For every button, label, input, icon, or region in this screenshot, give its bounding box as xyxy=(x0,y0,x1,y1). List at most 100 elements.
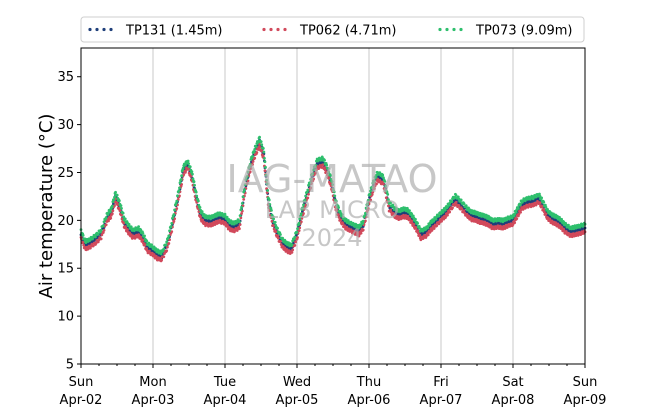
data-point xyxy=(492,227,496,231)
data-point xyxy=(264,165,267,169)
data-point xyxy=(108,210,112,214)
data-point xyxy=(418,233,422,237)
data-point xyxy=(272,217,275,221)
data-point xyxy=(240,212,243,215)
legend-marker xyxy=(452,27,456,32)
data-point xyxy=(190,170,194,174)
data-point xyxy=(303,205,307,209)
data-point xyxy=(115,193,119,197)
data-point xyxy=(330,180,334,184)
data-point xyxy=(254,145,258,149)
data-point xyxy=(293,243,297,247)
data-point xyxy=(126,228,129,232)
data-point xyxy=(99,237,103,241)
data-point xyxy=(184,163,187,167)
series-2 xyxy=(79,135,587,256)
data-point xyxy=(238,227,241,231)
watermark-line-1: IAG-MATAO xyxy=(226,157,437,201)
data-point xyxy=(102,220,106,224)
data-point xyxy=(384,196,388,200)
x-tick-day: Sat xyxy=(502,375,523,390)
data-point xyxy=(261,146,265,150)
data-point xyxy=(249,167,253,170)
data-point xyxy=(239,208,243,212)
data-point xyxy=(241,195,245,199)
data-point xyxy=(273,220,277,224)
legend-marker xyxy=(109,27,113,32)
data-point xyxy=(378,171,382,175)
data-point xyxy=(238,223,242,226)
data-point xyxy=(304,203,308,207)
data-point xyxy=(529,205,533,209)
data-point xyxy=(453,204,457,207)
x-tick-day: Sun xyxy=(573,375,598,390)
data-point xyxy=(331,183,335,187)
data-point xyxy=(120,207,123,210)
data-point xyxy=(321,163,325,167)
x-axis: Sun Apr-02 Mon Apr-03 Tue Apr-04 Wed Apr-05 Thu A… xyxy=(60,364,606,408)
data-point xyxy=(112,198,116,202)
data-point xyxy=(448,210,452,214)
data-point xyxy=(201,218,205,222)
data-point xyxy=(301,206,305,210)
data-point xyxy=(513,221,517,225)
data-point xyxy=(540,205,544,209)
data-point xyxy=(279,240,282,243)
data-point xyxy=(167,234,171,238)
data-point xyxy=(384,184,387,188)
data-point xyxy=(265,182,269,186)
data-point xyxy=(337,216,341,219)
data-point xyxy=(182,173,186,176)
data-point xyxy=(309,177,313,181)
data-point xyxy=(323,166,326,170)
data-point xyxy=(373,179,376,182)
data-point xyxy=(107,219,110,223)
data-point xyxy=(333,194,337,198)
data-point xyxy=(410,219,414,223)
data-point xyxy=(349,220,353,224)
watermark-line-2: LAB MICRO xyxy=(265,196,400,224)
data-point xyxy=(366,198,370,202)
data-point xyxy=(88,238,92,242)
data-point xyxy=(276,234,279,238)
data-point xyxy=(192,180,196,184)
data-point xyxy=(274,230,278,234)
data-point xyxy=(457,204,461,207)
data-point xyxy=(366,207,370,211)
data-point xyxy=(437,214,441,218)
data-point xyxy=(199,215,202,219)
data-point xyxy=(419,238,423,242)
data-point xyxy=(521,207,525,211)
data-point xyxy=(272,224,275,228)
data-point xyxy=(177,189,181,193)
data-point xyxy=(245,175,249,178)
data-point xyxy=(416,222,419,225)
data-point xyxy=(298,226,302,230)
data-point xyxy=(166,245,169,249)
data-point xyxy=(508,224,512,228)
data-point xyxy=(240,202,244,205)
data-point xyxy=(239,216,243,220)
data-point xyxy=(102,228,106,232)
data-point xyxy=(270,220,274,223)
data-point xyxy=(309,186,313,190)
data-point xyxy=(263,169,267,173)
data-point xyxy=(305,190,309,194)
data-point xyxy=(251,160,255,163)
data-point xyxy=(440,219,443,223)
legend-marker xyxy=(459,27,463,32)
data-point xyxy=(172,213,176,216)
data-point xyxy=(297,221,301,225)
data-point xyxy=(296,236,299,239)
data-point xyxy=(386,192,390,196)
legend-marker xyxy=(95,27,99,32)
data-point xyxy=(198,206,202,209)
data-point xyxy=(114,190,117,194)
data-point xyxy=(368,192,372,196)
x-tick-day: Wed xyxy=(283,375,311,390)
data-point xyxy=(290,250,294,254)
data-point xyxy=(283,238,287,242)
data-point xyxy=(178,181,182,185)
series-1 xyxy=(79,142,587,263)
